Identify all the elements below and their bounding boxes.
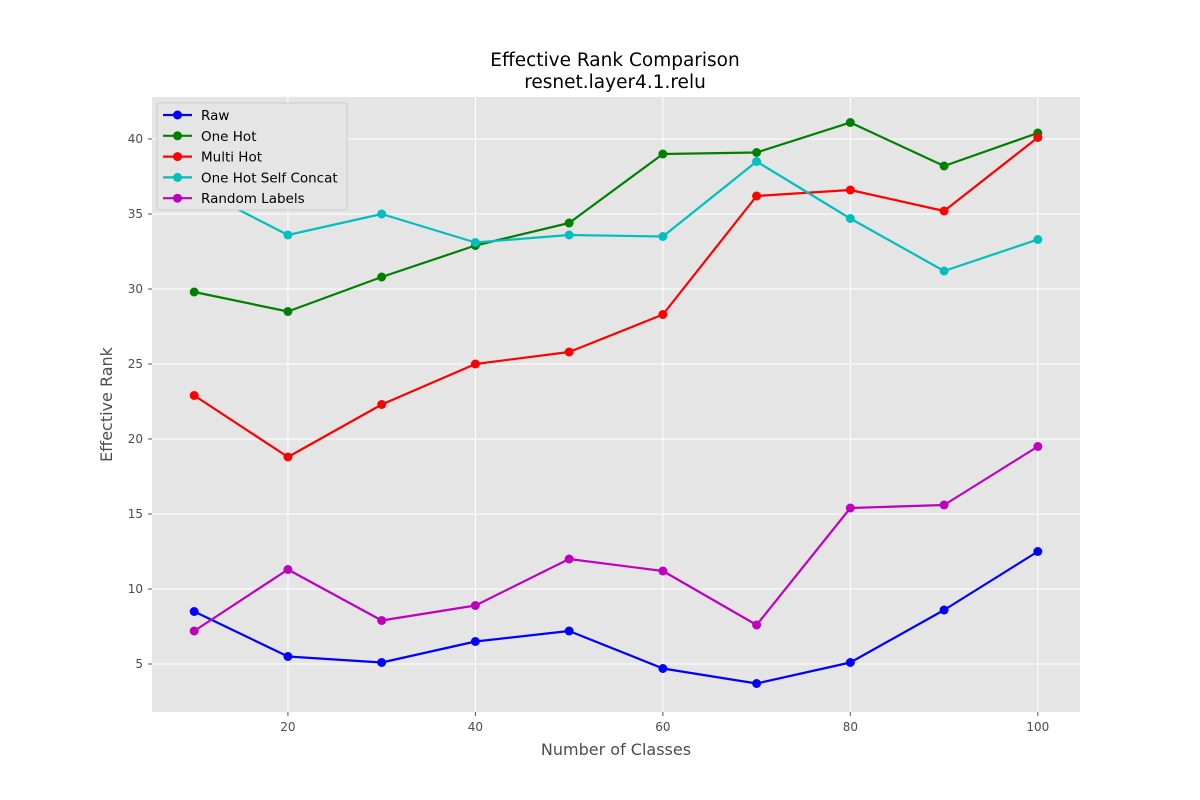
legend-marker-one-hot (173, 131, 182, 141)
data-point-one-hot-self-concat (939, 266, 949, 276)
data-point-multi-hot (939, 206, 949, 216)
grid-lines (152, 97, 1080, 712)
data-point-one-hot-self-concat (752, 157, 762, 166)
chart-subtitle: resnet.layer4.1.relu (524, 72, 706, 93)
y-tick-label: 40 (128, 132, 143, 146)
data-point-raw (564, 626, 574, 636)
y-tick-label: 25 (128, 357, 143, 371)
series-group (189, 118, 1043, 688)
data-point-one-hot (939, 161, 949, 171)
y-axis-label: Effective Rank (97, 346, 116, 462)
data-point-one-hot-self-concat (845, 214, 855, 223)
y-tick-label: 30 (128, 282, 143, 296)
data-point-one-hot-self-concat (283, 230, 293, 240)
x-tick-label: 100 (1026, 720, 1049, 734)
data-point-raw (189, 607, 199, 616)
legend-label-raw: Raw (201, 108, 229, 124)
data-point-one-hot (564, 218, 574, 228)
data-point-one-hot (845, 118, 855, 127)
legend-marker-raw (173, 110, 182, 120)
data-point-raw (1033, 547, 1043, 556)
data-point-one-hot-self-concat (470, 238, 480, 247)
data-point-random-labels (658, 566, 668, 576)
data-point-raw (283, 652, 293, 661)
data-point-random-labels (752, 620, 762, 630)
x-tick-label: 20 (280, 720, 295, 734)
x-axis-label: Number of Classes (541, 740, 691, 759)
chart-title: Effective Rank Comparison (490, 50, 739, 71)
legend: Raw One Hot Multi Hot One Hot Self Concat Ra… (156, 102, 348, 211)
x-axis-ticks: 20 40 60 80 100 (280, 712, 1049, 734)
y-tick-label: 15 (128, 507, 143, 521)
data-point-one-hot (189, 287, 199, 297)
data-point-multi-hot (564, 347, 574, 357)
y-tick-label: 35 (128, 207, 143, 221)
legend-label-one-hot: One Hot (201, 129, 256, 145)
y-tick-label: 10 (128, 582, 143, 596)
data-point-multi-hot (189, 391, 199, 400)
data-point-multi-hot (283, 452, 293, 462)
data-point-raw (470, 637, 480, 646)
series-line-one-hot (193, 121, 1039, 313)
data-point-raw (845, 658, 855, 667)
data-point-multi-hot (470, 359, 480, 369)
legend-label-one-hot-self-concat: One Hot Self Concat (201, 170, 338, 186)
legend-marker-multi-hot (173, 152, 182, 162)
series-line-random-labels (193, 445, 1039, 632)
data-point-random-labels (377, 616, 387, 625)
data-point-one-hot (658, 149, 668, 159)
data-point-random-labels (564, 554, 574, 564)
data-point-multi-hot (1033, 133, 1043, 142)
legend-marker-one-hot-self-concat (173, 172, 182, 182)
legend-marker-random-labels (173, 193, 182, 203)
data-point-one-hot (752, 148, 762, 157)
data-point-random-labels (845, 503, 855, 513)
data-point-one-hot-self-concat (658, 232, 668, 241)
legend-box (156, 102, 348, 211)
series-line-one-hot-self-concat (193, 160, 1039, 273)
y-axis-ticks: 5 10 15 20 25 30 35 40 (128, 132, 152, 671)
x-tick-label: 80 (843, 720, 858, 734)
data-point-multi-hot (752, 191, 762, 201)
legend-label-random-labels: Random Labels (201, 191, 305, 207)
data-point-random-labels (1033, 442, 1043, 451)
data-point-raw (939, 605, 949, 615)
x-tick-label: 60 (655, 720, 670, 734)
data-point-multi-hot (377, 400, 387, 409)
series-line-raw (193, 550, 1039, 685)
data-point-one-hot-self-concat (564, 230, 574, 240)
y-tick-label: 20 (128, 432, 143, 446)
data-point-raw (658, 664, 668, 673)
data-point-one-hot-self-concat (1033, 235, 1043, 244)
data-point-one-hot (377, 272, 387, 282)
data-point-random-labels (283, 565, 293, 574)
data-point-one-hot (283, 307, 293, 316)
data-point-multi-hot (658, 310, 668, 319)
data-point-raw (752, 679, 762, 688)
data-point-random-labels (939, 500, 949, 510)
legend-label-multi-hot: Multi Hot (201, 150, 262, 166)
data-point-multi-hot (845, 185, 855, 195)
series-line-multi-hot (193, 136, 1039, 459)
data-point-raw (377, 658, 387, 667)
data-point-random-labels (470, 601, 480, 610)
data-point-one-hot-self-concat (377, 209, 387, 219)
x-tick-label: 40 (468, 720, 483, 734)
data-point-random-labels (189, 626, 199, 636)
y-tick-label: 5 (135, 657, 143, 671)
